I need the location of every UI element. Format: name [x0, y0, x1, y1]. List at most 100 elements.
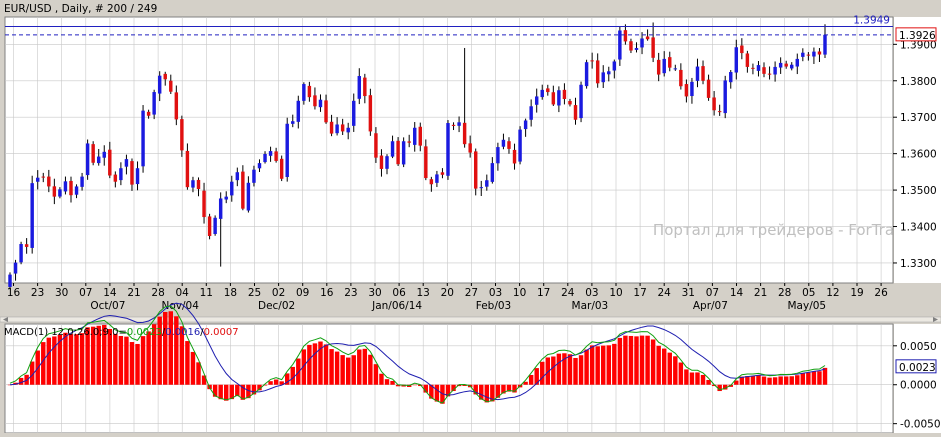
date-tick-label-5: 21: [127, 287, 140, 299]
macd-hist-bar-127: [711, 384, 717, 387]
macd-legend-separator-1: /: [162, 327, 166, 338]
candle-body-92: [518, 129, 522, 162]
candle-body-15: [91, 144, 95, 163]
date-tick-label-36: 26: [874, 287, 888, 299]
macd-hist-bar-93: [523, 381, 528, 385]
candle-body-25: [146, 111, 151, 116]
candle-body-69: [390, 141, 395, 157]
candle-body-57: [324, 100, 328, 123]
macd-hist-bar-121: [678, 362, 684, 385]
macd-hist-bar-138: [772, 377, 778, 385]
macd-hist-bar-26: [151, 324, 157, 385]
macd-pane[interactable]: MACD(1) 12.0;26.0;9.0=0.0023/0.0016/0.00…: [4, 302, 894, 434]
candle-body-137: [767, 73, 772, 75]
candle-body-122: [684, 84, 689, 97]
candle-body-127: [712, 97, 716, 111]
date-tick-label-12: 09: [296, 287, 309, 299]
date-tick-label-2: 30: [55, 287, 68, 299]
candle-body-131: [734, 47, 739, 73]
date-axis-ticks: 16 23 30 07 14 21 28 04 11 18 25 02 09 16 23 30 06 13 20 27…: [7, 283, 888, 312]
candle-body-102: [573, 105, 578, 120]
scroll-left-arrow-icon[interactable]: [3, 317, 8, 322]
candle-body-29: [169, 80, 173, 92]
price-pane[interactable]: Портал для трейдеров - ForTrader.ru 1.39…: [4, 14, 938, 289]
date-month-label-1: Nov/04: [161, 300, 199, 312]
candle-body-50: [285, 123, 289, 178]
macd-signal-line: [9, 305, 826, 404]
price-tick-label-5: 1.3800: [900, 76, 937, 88]
candle-body-133: [745, 53, 750, 67]
macd-hist-bar-89: [501, 384, 506, 394]
candle-body-12: [74, 186, 79, 195]
macd-legend-value-1: 0.0023: [127, 327, 162, 338]
date-tick-label-14: 23: [344, 287, 357, 299]
macd-hist-bar-139: [778, 376, 783, 385]
candle-body-58: [329, 121, 334, 134]
macd-hist-bar-45: [257, 384, 262, 391]
candle-body-0: [8, 274, 12, 287]
candle-body-61: [346, 127, 350, 133]
candles-group: [8, 22, 827, 289]
candle-body-63: [357, 76, 362, 99]
macd-hist-bar-63: [357, 349, 362, 385]
date-month-label-2: Dec/02: [258, 300, 295, 312]
candle-body-93: [523, 120, 528, 130]
macd-hist-bar-109: [612, 343, 617, 385]
price-axis[interactable]: 1.3300 1.3400 1.3500 1.3600 1.3700 1.3800 1.39…: [893, 17, 941, 283]
candle-body-3: [24, 244, 29, 247]
price-horizontal-lines: 1.3949: [5, 14, 893, 36]
candle-body-100: [562, 89, 567, 99]
pane-scrollbar[interactable]: [0, 315, 941, 323]
macd-hist-bar-76: [429, 384, 434, 399]
macd-tick-label-0: 0.0050: [900, 341, 937, 353]
macd-hist-bar-77: [434, 384, 440, 402]
macd-hist-bar-137: [767, 377, 772, 385]
chart-title: EUR/USD , Daily, # 200 / 249: [4, 3, 157, 15]
macd-hist-bar-49: [279, 381, 284, 385]
macd-hist-bar-41: [235, 384, 240, 397]
macd-hist-bar-85: [479, 384, 484, 400]
macd-hist-bar-16: [96, 325, 101, 385]
date-month-label-0: Oct/07: [90, 300, 125, 312]
date-axis[interactable]: 16 23 30 07 14 21 28 04 11 18 25 02 09 16 23 30 06 13 20 27…: [7, 283, 888, 312]
price-tick-label-6: 1.3900: [900, 39, 937, 51]
macd-hist-bar-107: [601, 345, 606, 385]
candle-body-16: [96, 156, 101, 164]
candle-body-124: [695, 66, 700, 81]
candle-body-147: [823, 34, 827, 55]
macd-hist-bar-39: [224, 384, 229, 401]
price-tick-label-2: 1.3500: [900, 185, 937, 197]
macd-hist-bar-141: [789, 376, 794, 385]
candle-body-5: [36, 177, 40, 182]
macd-hist-bar-66: [373, 364, 379, 385]
macd-current-label: 0.0023: [899, 362, 936, 374]
candle-body-83: [468, 143, 472, 153]
date-tick-label-32: 28: [778, 287, 791, 299]
level-line-label: 1.3949: [853, 14, 890, 26]
macd-hist-bar-106: [595, 346, 600, 385]
macd-hist-bar-147: [822, 367, 828, 385]
macd-hist-bar-61: [345, 357, 351, 385]
date-tick-label-22: 17: [537, 287, 550, 299]
macd-hist-bar-58: [329, 349, 334, 385]
macd-hist-bar-94: [528, 374, 534, 385]
macd-hist-bar-135: [756, 375, 761, 385]
macd-hist-bar-54: [307, 344, 312, 385]
macd-hist-bar-35: [201, 375, 207, 385]
macd-hist-bar-120: [673, 356, 678, 385]
macd-hist-bar-8: [52, 336, 57, 385]
macd-legend-separator-2: /: [200, 327, 204, 338]
macd-hist-bar-124: [695, 372, 700, 385]
candle-body-115: [645, 36, 650, 40]
macd-hist-bar-19: [113, 333, 118, 385]
candle-body-104: [584, 62, 589, 87]
macd-hist-bar-128: [717, 384, 722, 392]
macd-axis[interactable]: 0.0050 0.0000 -0.0050 0.0023: [893, 324, 941, 433]
candle-body-31: [180, 119, 184, 151]
date-month-label-7: May/05: [787, 300, 826, 312]
macd-hist-bar-62: [351, 355, 356, 385]
date-tick-label-4: 14: [103, 287, 117, 299]
price-axis-background: [894, 17, 941, 283]
date-month-label-6: Apr/07: [693, 300, 728, 312]
scroll-right-arrow-icon[interactable]: [933, 317, 938, 322]
